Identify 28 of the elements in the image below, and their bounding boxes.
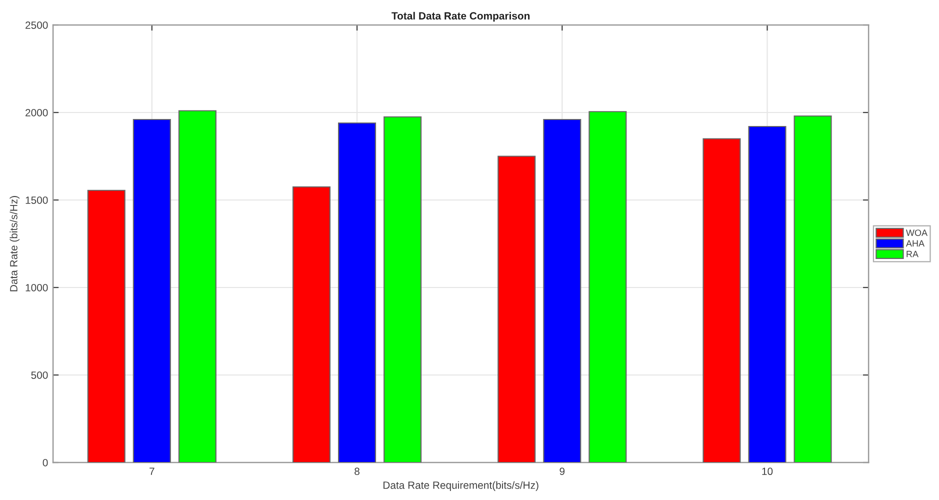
x-axis-title: Data Rate Requirement(bits/s/Hz) [384,481,538,491]
legend-label: RA [906,250,918,258]
bar [338,122,376,462]
chart-title: Total Data Rate Comparison [392,12,530,22]
bar [588,111,627,462]
legend-label: WOA [906,230,928,236]
bar [132,118,171,462]
bar [748,126,786,462]
x-tick-label: 10 [762,468,773,476]
bar [543,118,582,462]
x-tick-label: 9 [560,468,565,476]
bar [794,115,832,462]
y-tick-label: 1500 [26,196,48,204]
legend-label: AHA [906,240,925,247]
bar [87,190,126,462]
y-axis-title: Data Rate (bits/s/Hz) [10,196,20,292]
bar [384,116,422,462]
y-tick-label: 2000 [26,109,48,116]
y-tick-label: 2500 [26,22,48,29]
bar [702,138,741,462]
x-tick-label: 8 [354,468,360,476]
bar [498,156,536,462]
bar [178,110,216,462]
bar [292,186,331,462]
y-tick-label: 500 [31,372,48,379]
y-tick-label: 1000 [26,284,48,292]
y-tick-label: 0 [42,459,48,466]
x-tick-label: 7 [150,468,154,475]
